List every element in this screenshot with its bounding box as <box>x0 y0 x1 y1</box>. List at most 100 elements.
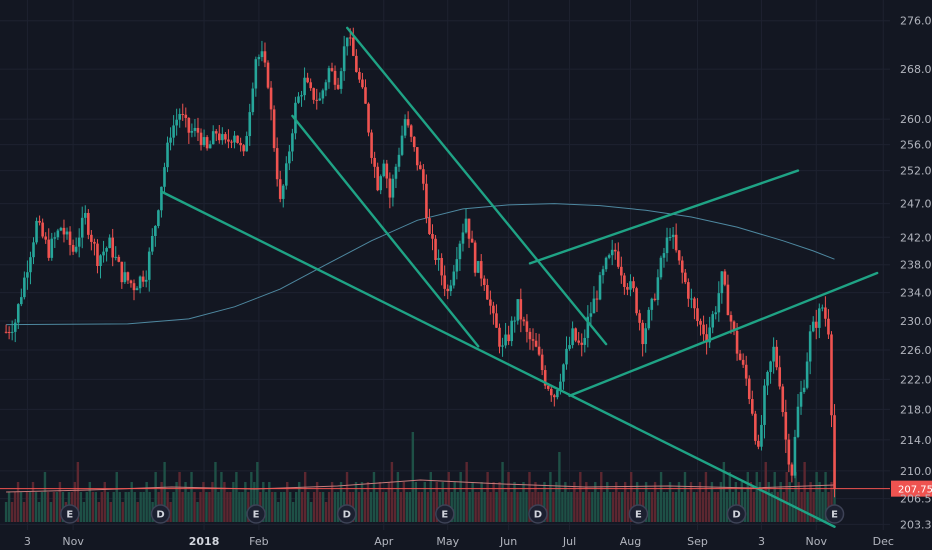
volume-bar <box>300 492 304 522</box>
volume-bar <box>683 472 687 522</box>
volume-bar <box>145 482 148 522</box>
candle-down <box>62 227 66 235</box>
candle-up <box>510 320 513 342</box>
candle-down <box>705 334 708 343</box>
volume-bar <box>797 482 800 522</box>
candle-down <box>775 346 778 368</box>
volume-bar <box>609 492 612 522</box>
trendline-5[interactable] <box>568 271 879 397</box>
candle-down <box>723 271 727 285</box>
volume-bar <box>483 492 486 522</box>
candle-up <box>647 309 651 329</box>
trendlines[interactable] <box>160 26 879 528</box>
trendline-4[interactable] <box>528 169 800 265</box>
volume-bar <box>79 492 83 522</box>
candle-up <box>504 334 507 346</box>
candle-up <box>339 71 343 89</box>
candle-down <box>269 87 273 110</box>
candle-up <box>598 275 602 300</box>
candle-up <box>257 57 261 60</box>
event-letter: E <box>66 510 73 521</box>
earnings-event-marker[interactable]: E <box>435 504 455 524</box>
candle-up <box>135 288 139 291</box>
volume-bar <box>100 492 103 522</box>
candle-down <box>129 280 133 284</box>
volume-bar <box>695 492 699 522</box>
volume-bar <box>297 482 301 522</box>
candle-up <box>403 119 407 136</box>
candle-down <box>528 331 532 340</box>
trendline-2[interactable] <box>291 114 480 348</box>
candle-down <box>217 133 221 141</box>
trendline-1[interactable] <box>160 190 836 528</box>
candle-up <box>644 328 647 345</box>
candle-up <box>56 230 60 238</box>
event-letter: E <box>635 510 642 521</box>
volume-bar <box>283 492 286 522</box>
candle-up <box>208 144 212 149</box>
candle-down <box>687 282 690 299</box>
candle-up <box>690 298 693 300</box>
volume-bar <box>782 492 785 522</box>
volume-bar <box>34 492 38 522</box>
moving-average-200 <box>6 203 835 326</box>
price-tick-label: 268.00 <box>900 63 932 76</box>
volume-bar <box>635 482 639 522</box>
trendline-3[interactable] <box>346 26 608 346</box>
dividend-event-marker[interactable]: D <box>528 504 548 524</box>
candle-up <box>77 237 81 247</box>
price-axis[interactable]: 276.00 268.00 260.00 256.00 252.00 247.00 242.… <box>900 15 932 532</box>
volume-bar <box>767 482 770 522</box>
volume-bar <box>734 482 738 522</box>
candle-down <box>90 234 93 242</box>
candle-up <box>437 257 440 261</box>
volume-bar <box>55 492 59 522</box>
volume-bar <box>612 492 615 522</box>
volume-bar <box>824 472 827 522</box>
candle-down <box>358 71 361 80</box>
earnings-event-marker[interactable]: E <box>246 504 266 524</box>
candle-down <box>735 330 739 354</box>
earnings-event-marker[interactable]: E <box>824 504 845 524</box>
dividend-event-marker[interactable]: D <box>337 504 357 524</box>
earnings-event-marker[interactable]: E <box>628 504 649 524</box>
candle-up <box>83 212 87 218</box>
event-circle <box>246 504 266 524</box>
volume-bar <box>650 492 654 522</box>
volume-bar <box>806 492 809 522</box>
candle-down <box>41 222 44 237</box>
volume-bar <box>603 492 606 522</box>
time-axis[interactable]: 3 Nov 2018 Feb Apr May Jun Jul Aug Sep 3 Nov Dec <box>24 535 894 548</box>
candle-down <box>677 250 681 261</box>
volume-bar <box>136 502 139 522</box>
candle-down <box>738 353 742 360</box>
candle-down <box>205 137 209 149</box>
dividend-event-marker[interactable]: D <box>726 504 747 524</box>
candle-up <box>650 298 654 310</box>
earnings-event-marker[interactable]: E <box>60 504 80 524</box>
candle-up <box>211 131 215 145</box>
volume-bar <box>387 482 391 522</box>
candle-up <box>123 272 127 283</box>
candle-down <box>367 103 370 133</box>
dividend-event-marker[interactable]: D <box>150 504 171 524</box>
candle-up <box>20 297 23 305</box>
volume-bar <box>360 482 364 522</box>
volume-bar <box>106 492 109 522</box>
volume-bar <box>435 482 438 522</box>
candle-up <box>717 293 721 313</box>
volume-bar <box>43 472 47 522</box>
candle-up <box>772 346 775 362</box>
candle-up <box>102 251 105 256</box>
volume-bar <box>250 472 253 522</box>
volume-bar <box>58 482 62 522</box>
candle-up <box>160 186 163 211</box>
volume-bar <box>97 502 101 522</box>
volume-bar <box>315 482 319 522</box>
volume-bar <box>704 472 708 522</box>
candle-up <box>59 227 63 231</box>
candle-down <box>117 256 121 262</box>
